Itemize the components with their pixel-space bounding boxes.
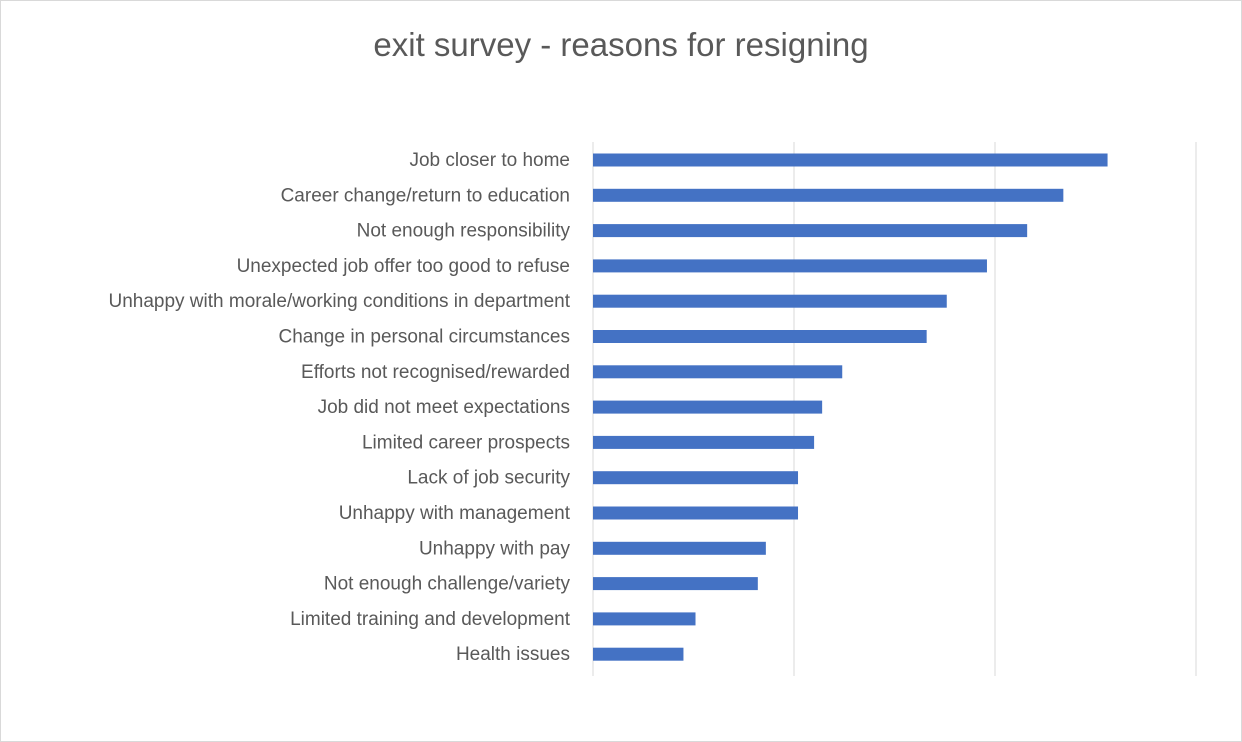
bar: [593, 612, 696, 626]
category-label: Job closer to home: [409, 150, 570, 171]
category-label: Unexpected job offer too good to refuse: [237, 256, 570, 277]
category-label: Unhappy with morale/working conditions i…: [108, 291, 570, 312]
bar: [593, 330, 927, 343]
category-label: Health issues: [456, 644, 570, 665]
category-labels: Job closer to home Career change/return t…: [108, 150, 570, 665]
bar: [593, 224, 1028, 238]
bar: [593, 577, 758, 591]
bar: [593, 435, 815, 449]
bar: [593, 294, 947, 308]
bar: [593, 541, 766, 555]
bars: [593, 153, 1108, 661]
chart-title: exit survey - reasons for resigning: [373, 26, 869, 63]
bar: [593, 153, 1108, 167]
bar: [593, 647, 684, 661]
category-label: Not enough challenge/variety: [324, 574, 571, 595]
bar: [593, 400, 823, 414]
category-label: Change in personal circumstances: [279, 327, 571, 348]
category-label: Limited career prospects: [362, 432, 570, 453]
bar: [593, 365, 843, 379]
category-label: Unhappy with pay: [419, 538, 571, 559]
bar: [593, 471, 799, 485]
category-label: Job did not meet expectations: [318, 397, 570, 418]
category-label: Not enough responsibility: [357, 221, 571, 242]
bar: [593, 259, 987, 273]
bar: [593, 188, 1064, 202]
category-label: Limited training and development: [290, 609, 571, 630]
bar: [593, 506, 799, 520]
category-label: Career change/return to education: [281, 185, 570, 206]
category-label: Efforts not recognised/rewarded: [301, 362, 570, 383]
category-label: Lack of job security: [407, 468, 570, 489]
category-label: Unhappy with management: [339, 503, 571, 524]
